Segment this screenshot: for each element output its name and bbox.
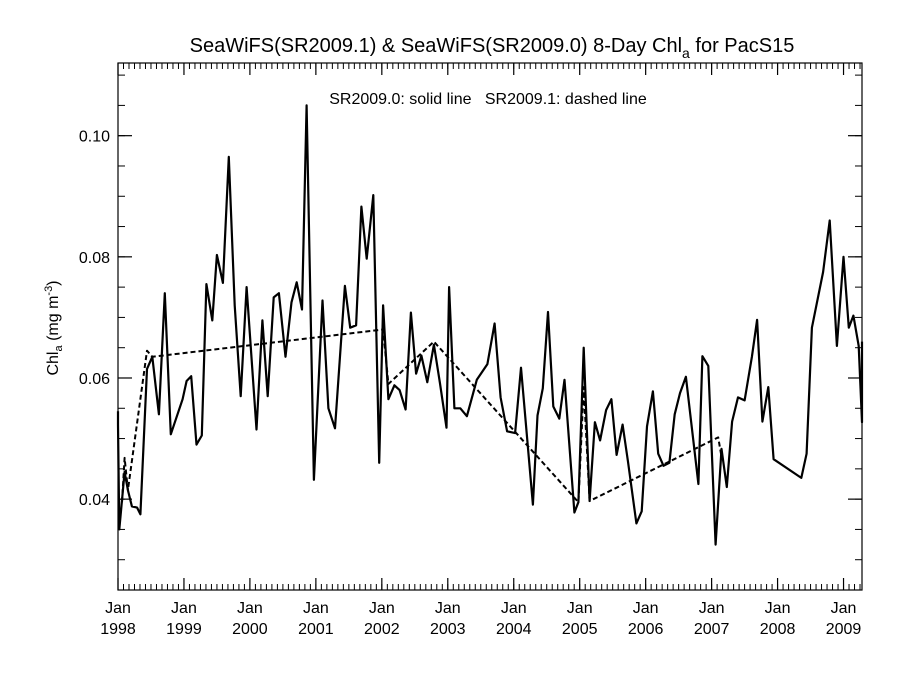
x-tick-label-month: Jan — [699, 600, 725, 617]
legend-annotation: SR2009.0: solid line SR2009.1: dashed li… — [329, 91, 647, 108]
chart-title: SeaWiFS(SR2009.1) & SeaWiFS(SR2009.0) 8-… — [190, 35, 795, 61]
y-tick-label: 0.08 — [79, 250, 110, 267]
x-tick-label-month: Jan — [567, 600, 593, 617]
x-tick-label-year: 2000 — [232, 621, 268, 638]
chart-title-main: SeaWiFS(SR2009.1) & SeaWiFS(SR2009.0) 8-… — [190, 35, 682, 57]
y-tick-label: 0.04 — [79, 492, 110, 509]
x-tick-label-year: 2002 — [364, 621, 400, 638]
x-tick-label-month: Jan — [303, 600, 329, 617]
x-tick-label-month: Jan — [633, 600, 659, 617]
y-tick-label: 0.10 — [79, 129, 110, 146]
y-axis-label: Chla (mg m-3) — [43, 280, 65, 375]
x-tick-label-year: 2001 — [298, 621, 334, 638]
series-sr2009-1-dashed-line — [121, 328, 723, 504]
x-tick-label-month: Jan — [831, 600, 857, 617]
x-tick-label-month: Jan — [237, 600, 263, 617]
x-tick-label-month: Jan — [501, 600, 527, 617]
x-tick-label-year: 2007 — [694, 621, 730, 638]
x-tick-label-month: Jan — [765, 600, 791, 617]
y-axis-label-superscript: -3 — [43, 286, 55, 296]
y-axis-label-subscript: a — [53, 345, 65, 352]
plot-frame — [117, 62, 863, 591]
y-axis-label-main: Chl — [45, 352, 62, 376]
x-tick-label-month: Jan — [369, 600, 395, 617]
x-tick-label-year: 1999 — [166, 621, 202, 638]
y-axis-label-close: ) — [45, 280, 62, 285]
x-tick-label-month: Jan — [105, 600, 131, 617]
chart-title-suffix: for PacS15 — [690, 35, 795, 57]
series-sr2009-0-solid-line — [116, 104, 864, 546]
x-tick-label-year: 2003 — [430, 621, 466, 638]
axis-ticks — [117, 63, 862, 590]
series-layer — [116, 104, 864, 546]
axis-tick-labels: Jan 1998 Jan 1999 Jan 2000 Jan 2001 Jan 2002 Jan 20… — [79, 129, 862, 638]
x-tick-label-year: 1998 — [100, 621, 136, 638]
chart-title-subscript: a — [682, 45, 690, 61]
x-tick-label-year: 2008 — [760, 621, 796, 638]
x-tick-label-month: Jan — [171, 600, 197, 617]
x-tick-label-year: 2009 — [826, 621, 862, 638]
x-tick-label-month: Jan — [435, 600, 461, 617]
y-axis-label-unit: (mg m — [45, 296, 62, 346]
x-tick-label-year: 2004 — [496, 621, 532, 638]
x-tick-label-year: 2006 — [628, 621, 664, 638]
y-tick-label: 0.06 — [79, 371, 110, 388]
x-tick-label-year: 2005 — [562, 621, 598, 638]
